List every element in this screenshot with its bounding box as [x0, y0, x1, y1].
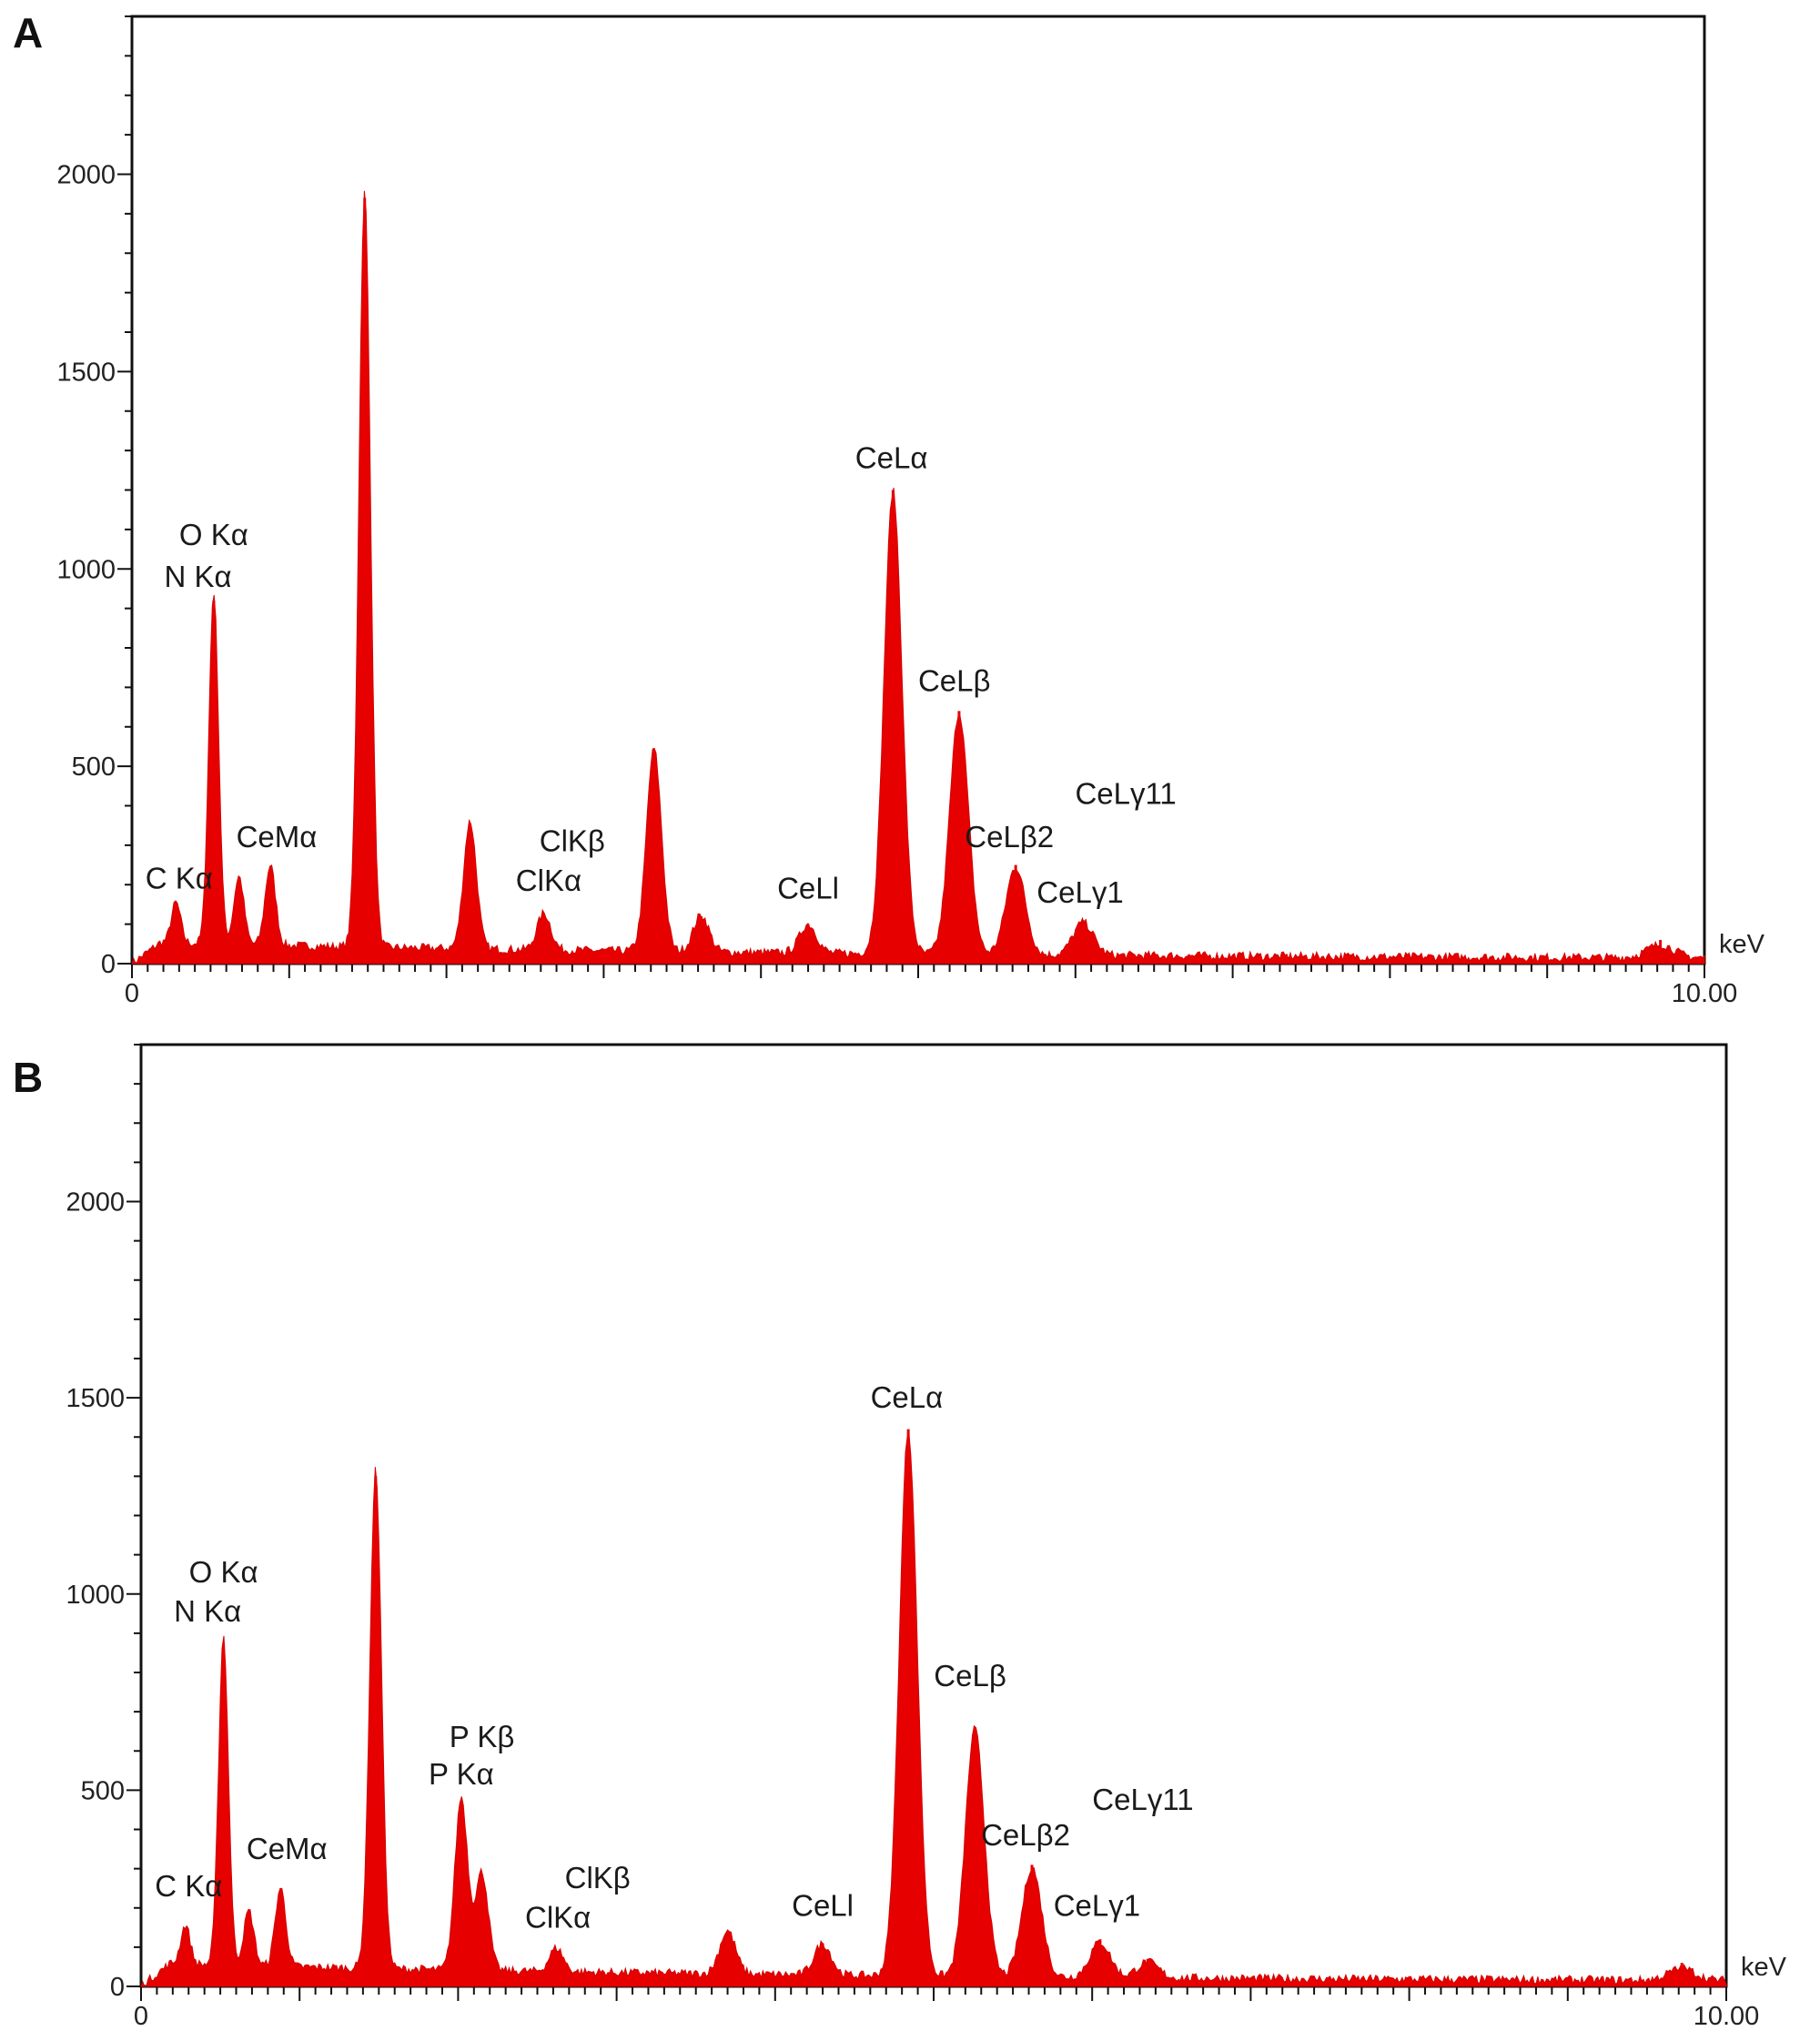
peak-label: O Kα [189, 1555, 258, 1589]
y-tick-label: 2000 [56, 161, 116, 190]
peak-label: CeLβ2 [981, 1818, 1070, 1852]
y-tick-label: 0 [110, 1973, 125, 2002]
panel-letter-a: A [13, 9, 43, 56]
peak-label: P Kβ [450, 1720, 515, 1753]
y-tick-label: 0 [101, 950, 116, 979]
peak-label: N Kα [174, 1594, 241, 1628]
peak-label: P Kα [429, 1757, 494, 1791]
x-axis-unit-label: keV [1741, 1953, 1787, 1982]
peak-label: CeLγ11 [1075, 776, 1176, 810]
peak-label: C Kα [155, 1869, 222, 1903]
peak-label: ClKα [516, 864, 581, 897]
y-tick-label: 500 [72, 753, 116, 782]
x-tick-label: 0 [125, 979, 139, 1008]
peak-label: CeMα [237, 820, 318, 854]
x-tick-label: 10.00 [1694, 2002, 1760, 2031]
y-tick-label: 1000 [66, 1581, 125, 1610]
spectrum-area [140, 1431, 1727, 1987]
panel-a: A 0 500 1000 1500 2000 0 10.00 keV O Kα N Kα C Kα C… [13, 9, 1765, 1008]
x-tick-label: 10.00 [1672, 979, 1738, 1008]
peak-label: CeLα [871, 1380, 944, 1414]
peak-label: CeLβ [934, 1659, 1006, 1692]
peak-label: C Kα [146, 862, 213, 895]
peak-label: ClKβ [565, 1861, 631, 1894]
y-tick-label: 2000 [66, 1188, 125, 1218]
peak-label: CeLl [792, 1888, 854, 1922]
x-tick-label: 0 [134, 2002, 148, 2031]
x-axis-unit-label: keV [1719, 930, 1765, 959]
y-tick-label: 1500 [66, 1384, 125, 1413]
peak-label: CeLγ1 [1054, 1888, 1140, 1922]
peak-label: N Kα [165, 560, 232, 593]
peak-label: CeLγ11 [1092, 1783, 1193, 1816]
peak-label: ClKα [525, 1900, 591, 1934]
peak-label: CeLl [777, 871, 839, 904]
peak-label: CeMα [247, 1832, 328, 1865]
y-tick-label: 1000 [56, 555, 116, 584]
panel-letter-b: B [13, 1054, 43, 1101]
peak-label: ClKβ [540, 823, 605, 857]
peak-label: CeLβ2 [965, 820, 1054, 854]
y-tick-label: 500 [81, 1776, 125, 1805]
peak-label: O Kα [179, 518, 248, 551]
panel-b: B 0 500 1000 1500 2000 0 10.00 keV O Kα N Kα C Kα C… [13, 1043, 1787, 2031]
y-tick-label: 1500 [56, 358, 116, 387]
spectrum-area [131, 190, 1705, 965]
peak-label: CeLβ [918, 664, 991, 698]
peak-label: CeLγ1 [1036, 875, 1123, 909]
peak-label: CeLα [855, 441, 928, 475]
